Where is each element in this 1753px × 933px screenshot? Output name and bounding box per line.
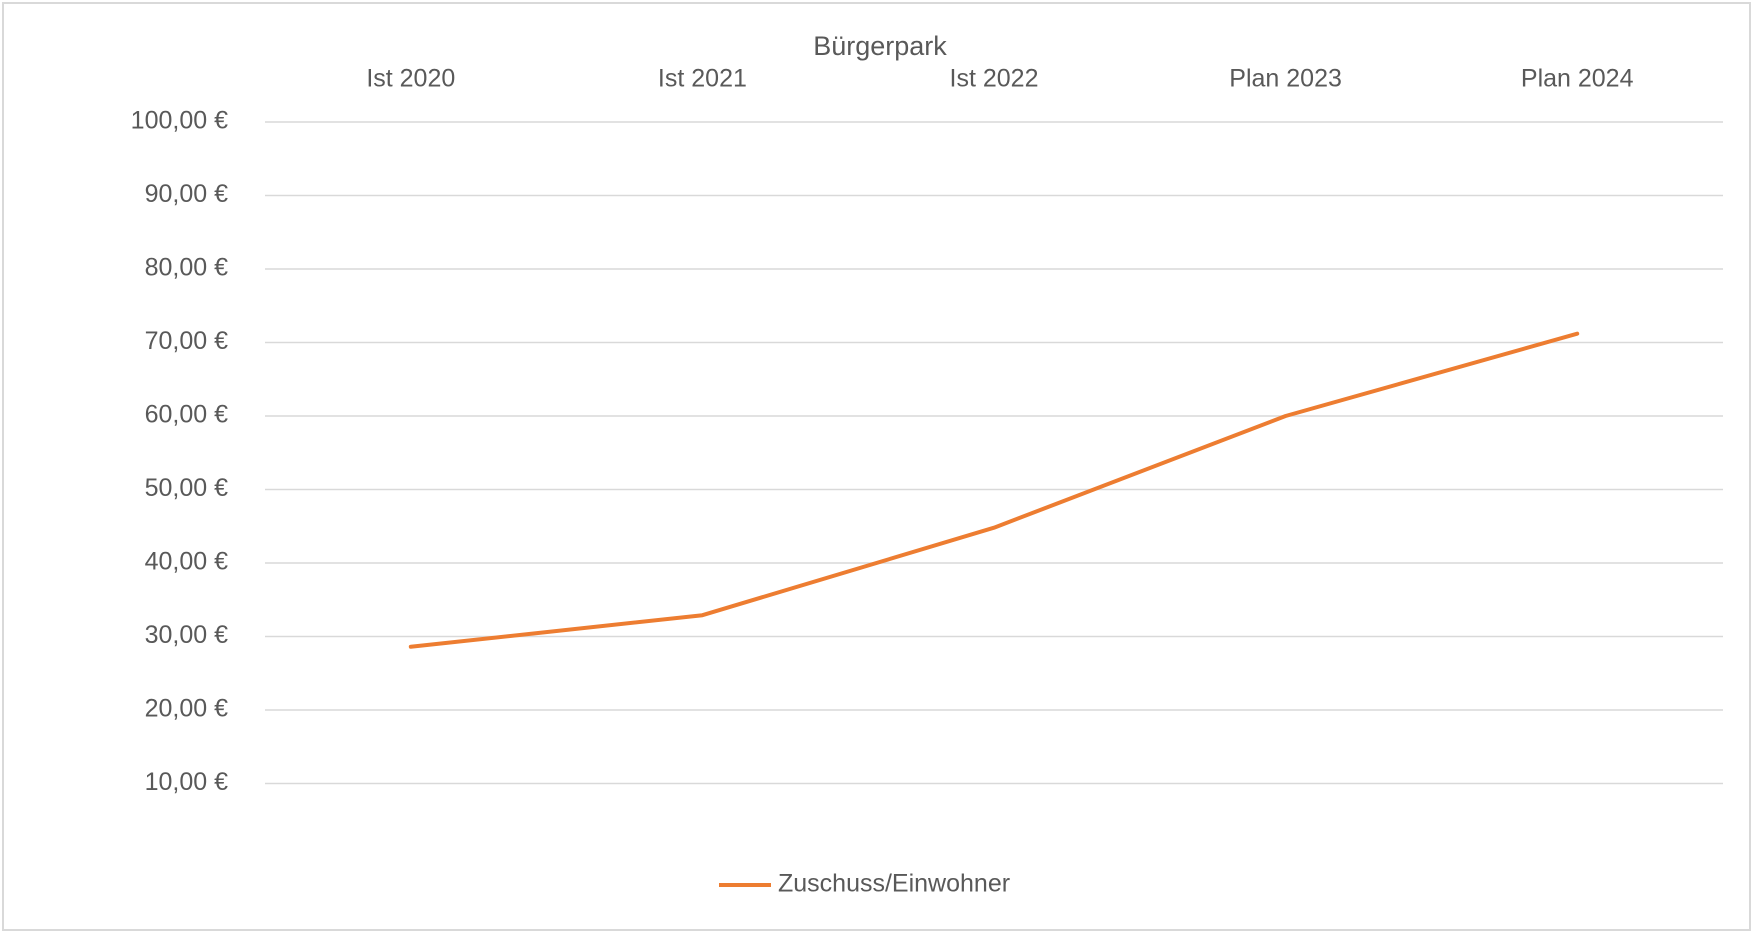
y-tick-label: 60,00 € — [145, 401, 229, 429]
data-line — [408, 331, 1580, 649]
y-tick-label: 10,00 € — [145, 768, 229, 796]
y-tick-label: 80,00 € — [145, 254, 229, 282]
y-tick-label: 100,00 € — [131, 107, 228, 135]
chart-title: Bürgerpark — [813, 31, 947, 61]
x-tick-label: Ist 2020 — [366, 65, 455, 93]
x-tick-label: Plan 2024 — [1521, 65, 1634, 93]
x-tick-label: Ist 2021 — [658, 65, 747, 93]
y-tick-label: 40,00 € — [145, 548, 229, 576]
y-tick-label: 70,00 € — [145, 327, 229, 355]
y-tick-label: 30,00 € — [145, 621, 229, 649]
legend-label: Zuschuss/Einwohner — [778, 870, 1010, 898]
x-tick-label: Ist 2022 — [950, 65, 1039, 93]
x-tick-label: Plan 2023 — [1229, 65, 1342, 93]
y-tick-label: 50,00 € — [145, 474, 229, 502]
y-tick-label: 90,00 € — [145, 180, 229, 208]
y-tick-label: 20,00 € — [145, 695, 229, 723]
